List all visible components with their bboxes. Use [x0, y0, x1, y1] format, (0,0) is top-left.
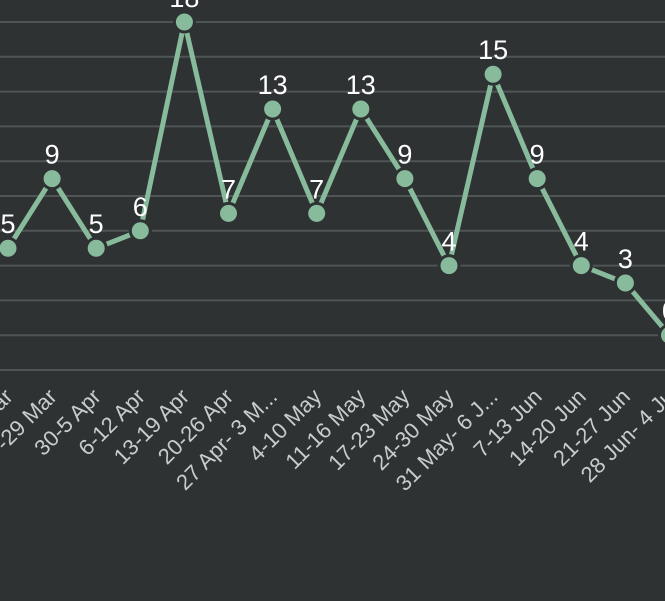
- point: [349, 97, 373, 121]
- point: [525, 167, 549, 191]
- point: [569, 254, 593, 278]
- point: [437, 254, 461, 278]
- point: [305, 201, 329, 225]
- value-label: 7: [221, 174, 236, 204]
- value-label: 13: [346, 70, 376, 100]
- point: [172, 10, 196, 34]
- point: [217, 201, 240, 225]
- point: [658, 324, 665, 346]
- value-label: 9: [530, 140, 545, 170]
- point: [0, 236, 20, 260]
- value-label: 13: [258, 70, 288, 100]
- value-label: 3: [618, 244, 633, 274]
- point: [393, 167, 417, 191]
- point: [261, 97, 285, 121]
- value-label: 5: [89, 209, 104, 239]
- value-label: 4: [441, 227, 456, 257]
- point: [128, 219, 152, 243]
- value-label: 0: [662, 296, 665, 326]
- value-label: 9: [397, 140, 412, 170]
- point: [481, 62, 505, 86]
- value-label: 18: [169, 0, 199, 13]
- point: [40, 167, 64, 191]
- value-label: 7: [309, 174, 324, 204]
- point: [613, 271, 637, 295]
- value-label: 5: [0, 209, 15, 239]
- value-label: 9: [45, 140, 60, 170]
- value-label: 4: [574, 227, 589, 257]
- value-label: 6: [133, 192, 148, 222]
- value-label: 15: [478, 35, 508, 65]
- point: [84, 236, 108, 260]
- line: [5, 19, 665, 334]
